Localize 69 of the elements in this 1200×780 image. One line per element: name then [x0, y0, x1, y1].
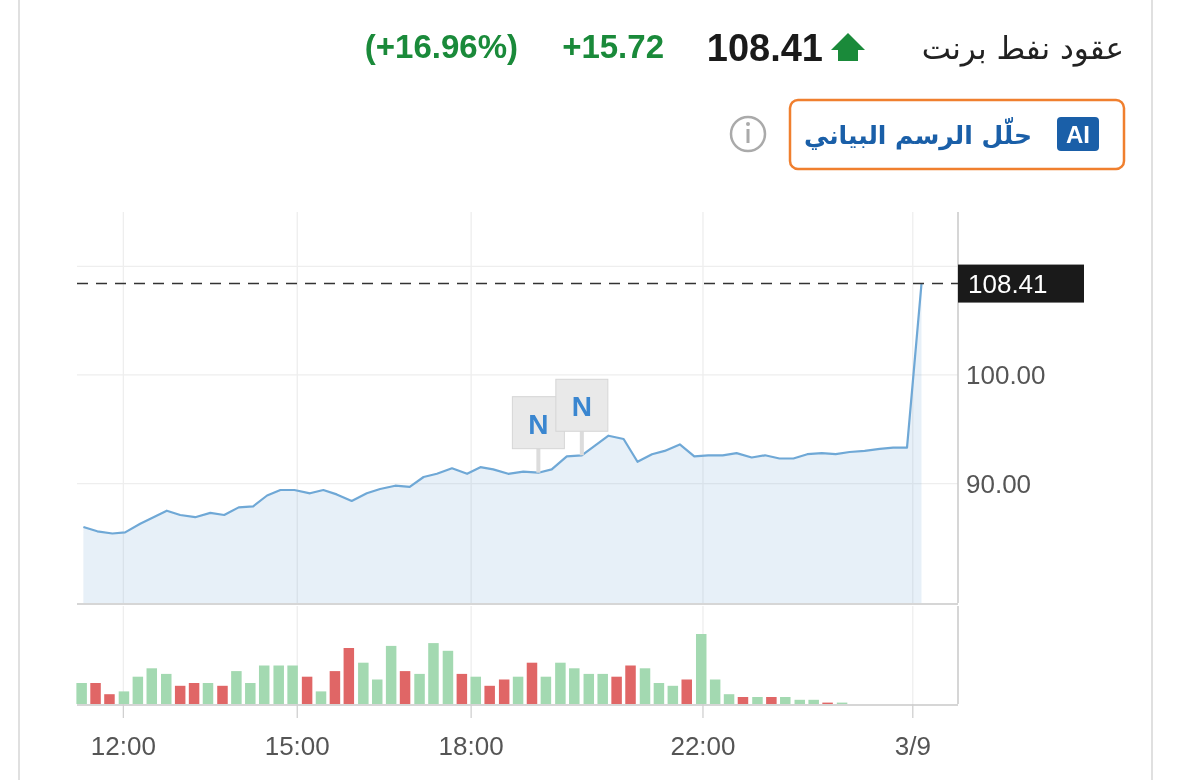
bar	[287, 665, 298, 704]
bar	[358, 662, 369, 704]
bar	[90, 683, 101, 704]
x-tick-label: 22:00	[670, 731, 736, 761]
bar	[399, 671, 411, 704]
bar	[442, 650, 454, 704]
bar	[258, 665, 270, 704]
bar	[161, 673, 172, 704]
x-tick-label: 15:00	[264, 731, 330, 761]
ref-line-label: 108.41	[968, 268, 1048, 299]
annotation: N	[571, 391, 592, 423]
bar	[555, 662, 566, 704]
bar	[512, 676, 524, 704]
bar	[540, 676, 552, 704]
bar	[188, 683, 200, 704]
bar	[470, 676, 482, 704]
bar	[76, 683, 87, 704]
bar	[428, 643, 439, 704]
y-tick-label: 100.00	[966, 359, 1046, 390]
bar	[597, 673, 608, 704]
bar	[695, 634, 707, 704]
bar	[217, 685, 228, 704]
bar	[625, 665, 636, 704]
x-tick-label: 12:00	[90, 731, 156, 761]
text: (+16.96%)	[364, 28, 518, 65]
bar	[737, 697, 749, 704]
bar	[385, 645, 397, 704]
bar	[709, 679, 721, 704]
bar	[653, 683, 665, 704]
bar	[723, 694, 735, 704]
text: 108.41	[706, 27, 823, 69]
bar	[132, 676, 144, 704]
bar	[315, 691, 327, 704]
bar	[104, 694, 115, 704]
bar	[569, 668, 580, 704]
bar	[780, 697, 791, 704]
bar	[484, 685, 495, 704]
bar	[146, 668, 158, 704]
bar	[414, 673, 425, 704]
bar	[681, 679, 692, 704]
bar	[794, 699, 806, 704]
bar	[639, 668, 651, 704]
bar	[456, 673, 468, 704]
text: +15.72	[562, 28, 664, 65]
annotation: N	[528, 408, 549, 440]
bar	[371, 679, 383, 704]
bar	[273, 665, 284, 704]
bar	[118, 691, 130, 704]
bar	[231, 671, 242, 704]
bar	[526, 662, 538, 704]
bar	[611, 676, 622, 704]
x-tick-label: 18:00	[438, 731, 504, 761]
bar	[667, 685, 679, 704]
x-tick-label: 3/9	[894, 731, 931, 761]
bar	[752, 697, 763, 704]
y-tick-label: 90.00	[966, 468, 1032, 499]
text: عقود نفط برنت	[921, 30, 1124, 67]
bar	[808, 699, 819, 704]
bar	[343, 648, 355, 704]
bar	[583, 673, 595, 704]
bar	[174, 685, 186, 704]
text: AI	[1066, 121, 1090, 148]
text: حلّل الرسم البياني	[803, 116, 1032, 151]
bar	[329, 671, 341, 704]
bar	[202, 683, 214, 704]
bar	[498, 679, 510, 704]
bar	[245, 683, 256, 704]
bar	[766, 697, 777, 704]
bar	[301, 676, 313, 704]
